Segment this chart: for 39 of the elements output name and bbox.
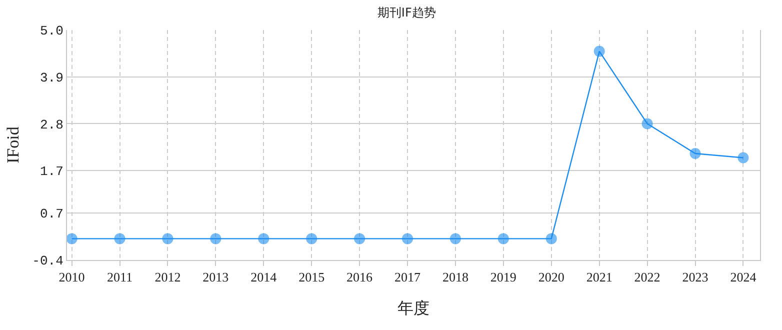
x-axis-title: 年度 xyxy=(398,299,430,318)
point xyxy=(210,233,222,244)
point xyxy=(450,233,461,244)
y-tick-label: 2.8 xyxy=(40,117,64,132)
y-tick-label: 5.0 xyxy=(40,24,64,39)
x-tick-label: 2022 xyxy=(634,270,660,285)
x-tick-label: 2020 xyxy=(538,270,564,285)
x-tick-label: 2012 xyxy=(154,270,181,285)
x-tick-label: 2015 xyxy=(298,270,325,285)
chart-title: 期刊IF趋势 xyxy=(377,6,436,20)
point xyxy=(306,233,318,244)
x-tick-label: 2011 xyxy=(106,270,133,285)
x-tick-label: 2013 xyxy=(202,270,229,285)
point xyxy=(162,233,174,244)
x-tick-label: 2017 xyxy=(394,270,422,285)
point xyxy=(114,233,126,244)
point xyxy=(402,233,414,244)
y-tick-label: 0.7 xyxy=(40,206,64,222)
x-tick-label: 2010 xyxy=(58,270,85,285)
x-tick-label: 2018 xyxy=(442,270,468,285)
point xyxy=(498,233,509,244)
point xyxy=(258,233,270,244)
x-tick-label: 2024 xyxy=(730,270,757,285)
x-tick-label: 2021 xyxy=(586,270,612,285)
x-tick-label: 2014 xyxy=(250,270,278,285)
x-tick-label: 2019 xyxy=(490,270,516,285)
y-tick-label: 3.9 xyxy=(40,70,64,86)
y-tick-label: -0.4 xyxy=(32,254,64,269)
point xyxy=(354,233,366,244)
point xyxy=(546,233,557,244)
x-tick-label: 2023 xyxy=(682,270,708,285)
point xyxy=(642,118,653,130)
point xyxy=(690,148,701,160)
y-tick-label: 1.7 xyxy=(40,164,64,180)
x-tick-label: 2016 xyxy=(346,270,374,285)
point xyxy=(738,152,749,164)
y-axis-title: IFoid xyxy=(4,126,23,164)
point xyxy=(594,46,605,57)
point xyxy=(66,233,78,244)
